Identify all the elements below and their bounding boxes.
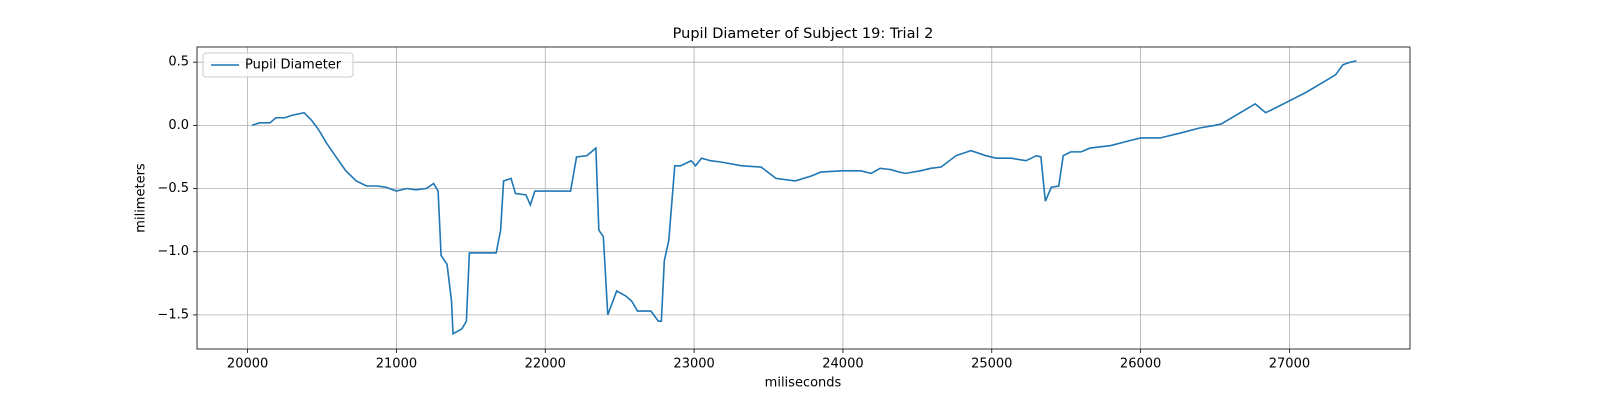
legend-box [202,52,354,78]
y-tick-label: 0.5 [168,55,189,70]
y-tick-label: −0.5 [157,181,189,196]
plot-frame [196,46,1411,350]
legend-label: Pupil Diameter [245,58,342,73]
x-tick-label: 26000 [1120,357,1161,372]
y-tick-label: −1.0 [157,244,189,259]
chart-title: Pupil Diameter of Subject 19: Trial 2 [673,26,934,42]
y-axis-label: milimeters [134,163,149,233]
x-tick-label: 25000 [971,357,1012,372]
x-tick-label: 23000 [673,357,714,372]
x-tick-label: 27000 [1269,357,1310,372]
x-axis-label: miliseconds [765,376,842,391]
x-tick-label: 22000 [525,357,566,372]
y-tick-label: 0.0 [168,118,189,133]
x-tick-label: 20000 [227,357,268,372]
data-line [251,60,1357,336]
x-tick-label: 24000 [822,357,863,372]
x-tick-label: 21000 [376,357,417,372]
y-tick-label: −1.5 [157,307,189,322]
